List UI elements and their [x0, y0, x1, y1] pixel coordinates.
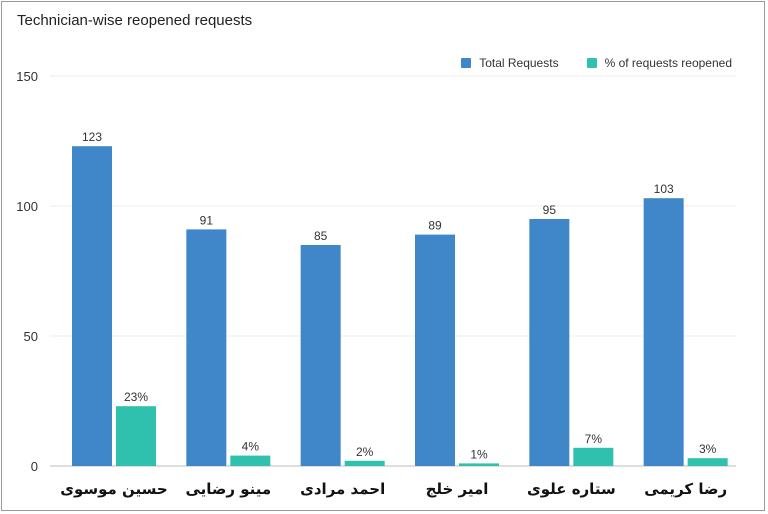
bar-total-requests[interactable] [186, 229, 227, 466]
data-label-total: 95 [543, 203, 557, 217]
x-category-label: رضا کریمی [644, 480, 727, 498]
chart-legend: Total Requests % of requests reopened [461, 56, 732, 70]
legend-label-percent: % of requests reopened [604, 56, 732, 70]
data-label-total: 89 [428, 219, 442, 233]
data-label-total: 103 [654, 182, 674, 196]
legend-swatch-percent [586, 58, 597, 68]
data-label-percent: 2% [356, 445, 374, 459]
bar-total-requests[interactable] [643, 198, 684, 466]
x-category-label: احمد مرادی [300, 480, 385, 498]
chart-title: Technician-wise reopened requests [17, 12, 253, 29]
legend-swatch-total [461, 58, 472, 68]
data-label-total: 85 [314, 229, 328, 243]
y-tick-label: 0 [31, 459, 38, 474]
bar-percent-reopened[interactable] [230, 455, 271, 466]
bar-percent-reopened[interactable] [573, 447, 614, 466]
bar-total-requests[interactable] [72, 146, 112, 466]
bar-percent-reopened[interactable] [344, 460, 385, 466]
legend-item-total[interactable]: Total Requests [461, 56, 559, 70]
bar-total-requests[interactable] [529, 219, 570, 466]
data-label-percent: 4% [242, 440, 260, 454]
bar-percent-reopened[interactable] [687, 458, 728, 466]
x-category-label: مینو رضایی [185, 480, 271, 498]
data-label-percent: 1% [470, 447, 488, 461]
x-category-label: ستاره علوی [527, 480, 616, 498]
legend-label-total: Total Requests [479, 56, 559, 70]
bar-percent-reopened[interactable] [459, 463, 499, 466]
data-label-percent: 7% [585, 432, 603, 446]
y-tick-label: 100 [16, 199, 38, 214]
data-label-percent: 3% [699, 442, 717, 456]
x-category-label: امیر خلج [426, 480, 489, 498]
data-label-percent: 23% [124, 390, 148, 404]
bar-total-requests[interactable] [300, 245, 341, 466]
legend-item-percent[interactable]: % of requests reopened [586, 56, 732, 70]
data-label-total: 123 [82, 130, 102, 144]
x-category-label: حسین موسوی [60, 480, 168, 498]
data-label-total: 91 [200, 213, 214, 227]
bar-percent-reopened[interactable] [116, 406, 156, 466]
y-tick-label: 150 [16, 69, 38, 84]
bar-total-requests[interactable] [415, 234, 455, 466]
y-tick-label: 50 [24, 329, 38, 344]
